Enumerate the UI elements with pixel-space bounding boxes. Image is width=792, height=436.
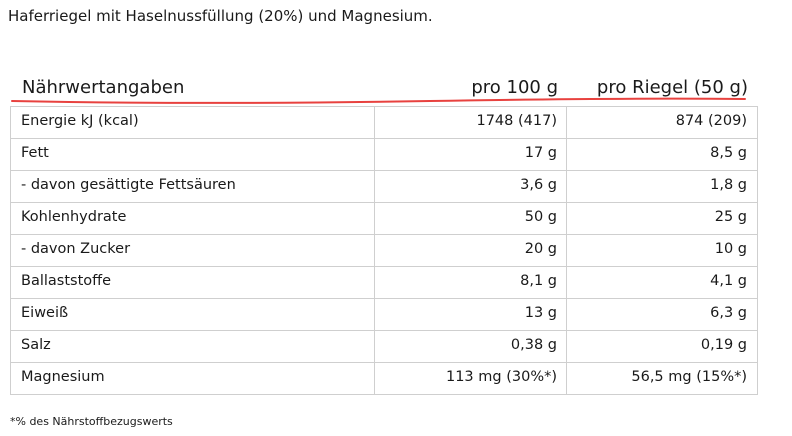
column-divider (566, 171, 567, 202)
value-per-100g: 113 mg (30%*) (445, 369, 557, 385)
column-divider (374, 139, 375, 170)
column-divider (566, 299, 567, 330)
value-per-bar: 56,5 mg (15%*) (631, 369, 747, 385)
nutrient-label: Eiweiß (21, 305, 69, 321)
nutrient-label: Energie kJ (kcal) (21, 113, 139, 129)
table-row: Kohlenhydrate 50 g 25 g (10, 203, 758, 235)
value-per-bar: 6,3 g (710, 305, 747, 321)
header-per-100g: pro 100 g (471, 77, 558, 98)
column-divider (566, 139, 567, 170)
table-row: Salz 0,38 g 0,19 g (10, 331, 758, 363)
column-divider (374, 107, 375, 138)
column-divider (374, 235, 375, 266)
column-divider (374, 267, 375, 298)
table-row: Ballaststoffe 8,1 g 4,1 g (10, 267, 758, 299)
nutrient-label: Kohlenhydrate (21, 209, 127, 225)
column-divider (566, 235, 567, 266)
nutrition-table: Nährwertangaben pro 100 g pro Riegel (50… (10, 70, 758, 395)
column-divider (374, 299, 375, 330)
table-row: Eiweiß 13 g 6,3 g (10, 299, 758, 331)
value-per-100g: 17 g (524, 145, 557, 161)
table-row: Magnesium 113 mg (30%*) 56,5 mg (15%*) (10, 363, 758, 395)
value-per-bar: 874 (209) (675, 113, 747, 129)
nutrient-label: Ballaststoffe (21, 273, 112, 289)
product-description: Haferriegel mit Haselnussfüllung (20%) u… (8, 7, 433, 25)
value-per-100g: 0,38 g (510, 337, 557, 353)
nutrient-label: - davon Zucker (21, 241, 131, 257)
nutrient-label: Salz (21, 337, 51, 353)
value-per-100g: 20 g (524, 241, 557, 257)
table-row: - davon Zucker 20 g 10 g (10, 235, 758, 267)
nutrition-table-body: Energie kJ (kcal) 1748 (417) 874 (209) Fett… (10, 106, 758, 395)
column-divider (374, 363, 375, 394)
column-divider (374, 331, 375, 362)
footnote: *% des Nährstoffbezugswerts (10, 415, 173, 428)
nutrition-table-header: Nährwertangaben pro 100 g pro Riegel (50… (10, 70, 758, 106)
value-per-bar: 25 g (714, 209, 747, 225)
table-row: Fett 17 g 8,5 g (10, 139, 758, 171)
table-row: Energie kJ (kcal) 1748 (417) 874 (209) (10, 107, 758, 139)
value-per-bar: 0,19 g (700, 337, 747, 353)
header-per-bar: pro Riegel (50 g) (596, 77, 748, 98)
value-per-100g: 13 g (524, 305, 557, 321)
column-divider (566, 363, 567, 394)
column-divider (566, 267, 567, 298)
column-divider (566, 107, 567, 138)
value-per-100g: 50 g (524, 209, 557, 225)
column-divider (566, 203, 567, 234)
value-per-bar: 8,5 g (710, 145, 747, 161)
table-row: - davon gesättigte Fettsäuren 3,6 g 1,8 g (10, 171, 758, 203)
header-label: Nährwertangaben (22, 77, 185, 98)
nutrient-label: - davon gesättigte Fettsäuren (21, 177, 236, 193)
value-per-bar: 10 g (714, 241, 747, 257)
nutrient-label: Magnesium (21, 369, 105, 385)
value-per-100g: 1748 (417) (476, 113, 557, 129)
value-per-bar: 4,1 g (710, 273, 747, 289)
nutrient-label: Fett (21, 145, 49, 161)
header-underline-swoosh (11, 97, 746, 104)
value-per-100g: 8,1 g (520, 273, 557, 289)
value-per-100g: 3,6 g (520, 177, 557, 193)
column-divider (374, 203, 375, 234)
column-divider (374, 171, 375, 202)
value-per-bar: 1,8 g (710, 177, 747, 193)
column-divider (566, 331, 567, 362)
